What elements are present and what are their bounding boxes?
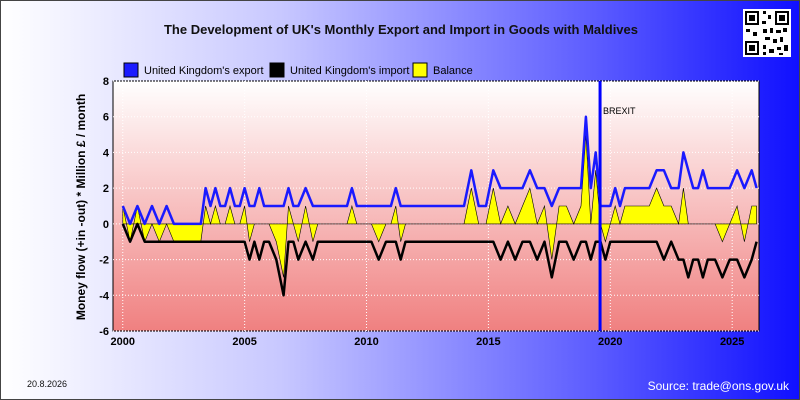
x-tick-label: 2020 (598, 336, 622, 348)
legend-label-export: United Kingdom's export (144, 65, 264, 77)
x-tick-label: 2015 (476, 336, 500, 348)
x-tick-label: 2005 (232, 336, 256, 348)
y-tick-label: -2 (99, 255, 109, 267)
y-tick-labels: -6 -4 -2 0 2 4 6 8 (99, 76, 110, 338)
import-line (121, 222, 758, 297)
y-tick-label: 4 (103, 147, 110, 159)
y-tick-label: 2 (103, 183, 109, 195)
y-tick-label: 8 (103, 76, 109, 88)
y-tick-label: 6 (103, 112, 109, 124)
source-credit: Source: trade@ons.gov.uk (647, 379, 789, 393)
balance-area (122, 134, 757, 278)
legend-swatch-export (123, 62, 139, 78)
y-tick-label: -4 (99, 290, 110, 302)
date-stamp: 20.8.2026 (27, 379, 68, 389)
legend-label-balance: Balance (433, 65, 473, 77)
brexit-label: BREXIT (603, 106, 636, 116)
legend-swatch-import (269, 62, 285, 78)
y-tick-label: -6 (99, 326, 109, 338)
legend: United Kingdom's export United Kingdom's… (123, 62, 473, 78)
x-tick-labels: 2000 2005 2010 2015 2020 2025 (111, 336, 745, 348)
export-line (121, 115, 758, 226)
x-tick-label: 2025 (720, 336, 744, 348)
x-tick-label: 2000 (111, 336, 135, 348)
qr-code-icon (743, 9, 791, 57)
legend-swatch-balance (412, 62, 428, 78)
x-tick-label: 2010 (354, 336, 378, 348)
chart-title: The Development of UK's Monthly Export a… (163, 22, 638, 37)
y-tick-label: 0 (103, 219, 109, 231)
y-axis-label: Money flow (+in -out) * Million £ / mont… (74, 94, 88, 320)
legend-label-import: United Kingdom's import (290, 65, 410, 77)
